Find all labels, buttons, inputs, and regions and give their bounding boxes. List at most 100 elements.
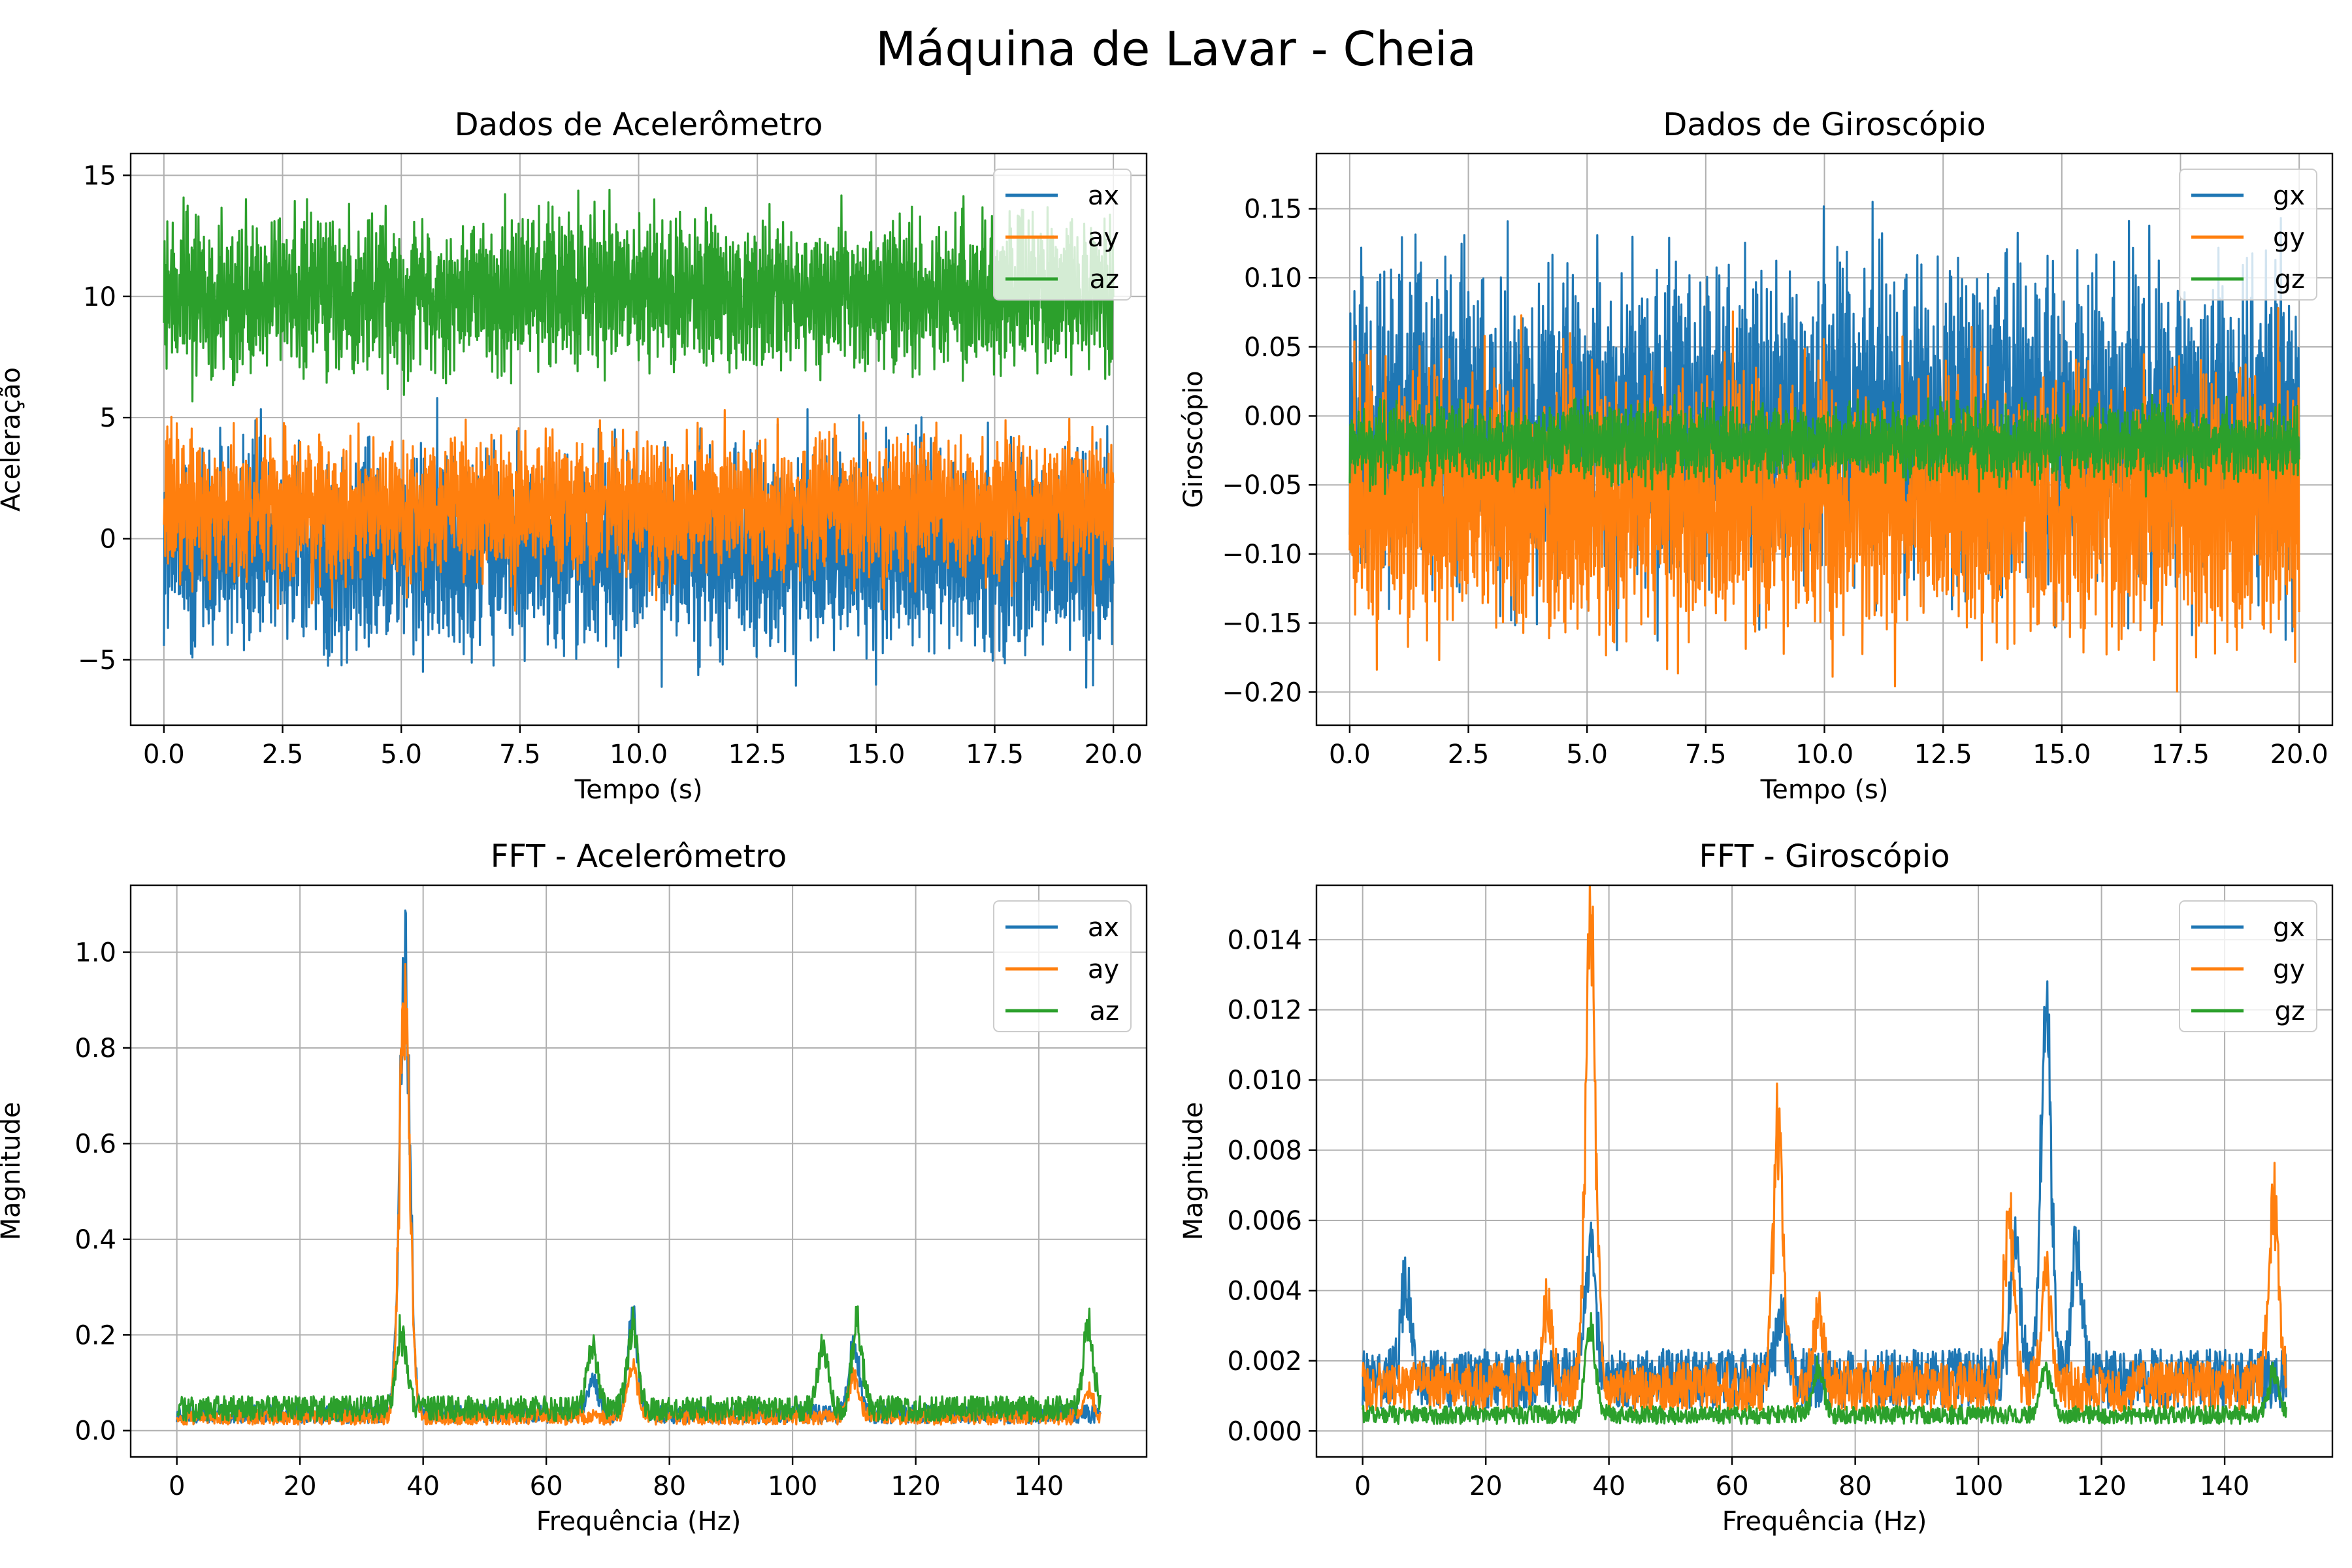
legend-box (993, 900, 1132, 1032)
x-tick-label: 20 (284, 1471, 317, 1501)
subplot-title: FFT - Acelerômetro (491, 838, 787, 875)
x-tick-label: 15.0 (847, 740, 905, 770)
x-tick-label: 60 (1716, 1471, 1749, 1501)
y-tick-label: 5 (100, 403, 116, 433)
subplot-2: 0.0 2.5 5.0 7.5 10.0 12.5 15.0 17.5 20.0 −0.20 −0.… (1179, 106, 2334, 805)
legend: ax ay az (993, 900, 1132, 1032)
y-tick-label: 0.8 (74, 1034, 116, 1064)
legend-label-az: az (1089, 996, 1119, 1026)
y-tick-label: 0.014 (1227, 925, 1302, 955)
x-tick-label: 80 (1838, 1471, 1872, 1501)
y-tick-label: 0.012 (1227, 996, 1302, 1026)
axes-frame (129, 884, 1148, 1458)
x-axis-label: Frequência (Hz) (536, 1507, 742, 1537)
subplot-title: FFT - Giroscópio (1699, 838, 1950, 875)
x-tick-label: 80 (653, 1471, 686, 1501)
y-tick-label: 0 (100, 525, 116, 555)
x-tick-label: 10.0 (610, 740, 668, 770)
y-tick-label: −0.05 (1222, 470, 1302, 500)
y-axis-label: Giroscópio (1179, 370, 1209, 508)
y-tick-label: 0.10 (1244, 263, 1302, 293)
x-tick-label: 17.5 (966, 740, 1024, 770)
legend: gx gy gz (2179, 900, 2317, 1032)
y-tick-label: −0.10 (1222, 540, 1302, 570)
y-tick-label: 0.00 (1244, 402, 1302, 432)
y-tick-label: 0.006 (1227, 1206, 1302, 1236)
y-tick-label: 0.2 (74, 1320, 116, 1350)
y-tick-label: 0.05 (1244, 333, 1302, 363)
x-tick-label: 20.0 (1085, 740, 1143, 770)
y-tick-label: 0.008 (1227, 1136, 1302, 1166)
subplot-3: 0 20 40 60 80 100 120 140 0.0 0.2 0.4 0.6 0.8 1.0 FFT … (0, 838, 1148, 1537)
x-tick-label: 0 (169, 1471, 185, 1501)
legend-label-ax: ax (1088, 913, 1119, 943)
x-tick-label: 20.0 (2270, 740, 2328, 770)
x-tick-label: 0 (1354, 1471, 1371, 1501)
y-tick-label: 0.010 (1227, 1066, 1302, 1096)
y-tick-label: 1.0 (74, 938, 116, 968)
y-tick-label: 15 (83, 161, 116, 191)
x-tick-label: 2.5 (262, 740, 304, 770)
legend: gx gy gz (2179, 169, 2317, 301)
y-tick-label: 10 (83, 282, 116, 312)
y-tick-label: −0.15 (1222, 609, 1302, 639)
subplot-title: Dados de Acelerômetro (455, 106, 823, 143)
x-tick-label: 12.5 (728, 740, 787, 770)
subplot-title: Dados de Giroscópio (1663, 106, 1985, 143)
gridlines (1316, 885, 2332, 1457)
x-tick-label: 60 (530, 1471, 563, 1501)
legend-label-gy: gy (2273, 223, 2305, 253)
x-tick-label: 120 (890, 1471, 940, 1501)
series-group (163, 188, 1115, 689)
x-tick-label: 12.5 (1914, 740, 1972, 770)
legend-label-gy: gy (2273, 955, 2305, 985)
y-tick-label: 0.15 (1244, 195, 1302, 225)
y-axis-label: Aceleração (0, 367, 26, 512)
x-tick-label: 0.0 (143, 740, 185, 770)
series-group (1362, 885, 2287, 1426)
x-tick-label: 17.5 (2151, 740, 2210, 770)
figure-title: Máquina de Lavar - Cheia (875, 22, 1477, 76)
x-tick-label: 2.5 (1448, 740, 1490, 770)
legend-label-ay: ay (1088, 955, 1119, 985)
x-tick-label: 0.0 (1329, 740, 1371, 770)
y-tick-label: 0.000 (1227, 1416, 1302, 1446)
series-group (176, 909, 1102, 1426)
legend-box (993, 169, 1132, 301)
legend-label-gz: gz (2275, 265, 2305, 295)
y-tick-label: −0.20 (1222, 678, 1302, 708)
subplot-1: 0.0 2.5 5.0 7.5 10.0 12.5 15.0 17.5 20.0 −5 0 5 10 15… (0, 106, 1148, 805)
x-tick-label: 140 (1014, 1471, 1064, 1501)
legend-label-gx: gx (2273, 913, 2305, 943)
x-tick-label: 5.0 (380, 740, 422, 770)
legend-label-gz: gz (2275, 996, 2305, 1026)
gridlines (131, 885, 1147, 1457)
series-line-ay (163, 409, 1115, 612)
subplot-4: 0 20 40 60 80 100 120 140 0.000 0.002 0.004 0.006 0.… (1179, 838, 2334, 1537)
x-tick-label: 5.0 (1566, 740, 1608, 770)
x-axis-label: Frequência (Hz) (1722, 1507, 1927, 1537)
y-tick-label: 0.0 (74, 1416, 116, 1446)
x-tick-label: 15.0 (2033, 740, 2091, 770)
x-tick-label: 20 (1469, 1471, 1503, 1501)
x-tick-label: 140 (2200, 1471, 2249, 1501)
y-tick-label: 0.6 (74, 1129, 116, 1159)
axes-frame (1315, 884, 2334, 1458)
x-tick-label: 40 (406, 1471, 440, 1501)
legend-box (2179, 169, 2317, 301)
x-tick-label: 7.5 (1685, 740, 1727, 770)
series-line-gz (1348, 393, 2300, 498)
x-tick-label: 7.5 (499, 740, 541, 770)
x-tick-label: 100 (768, 1471, 817, 1501)
y-tick-label: −5 (78, 645, 116, 676)
series-line-gy (1362, 885, 2287, 1413)
y-tick-label: 0.4 (74, 1225, 116, 1255)
legend-label-ay: ay (1088, 223, 1119, 253)
y-tick-label: 0.004 (1227, 1276, 1302, 1306)
x-tick-label: 10.0 (1795, 740, 1854, 770)
y-axis-label: Magnitude (1179, 1102, 1209, 1241)
series-line-az (176, 1305, 1102, 1422)
